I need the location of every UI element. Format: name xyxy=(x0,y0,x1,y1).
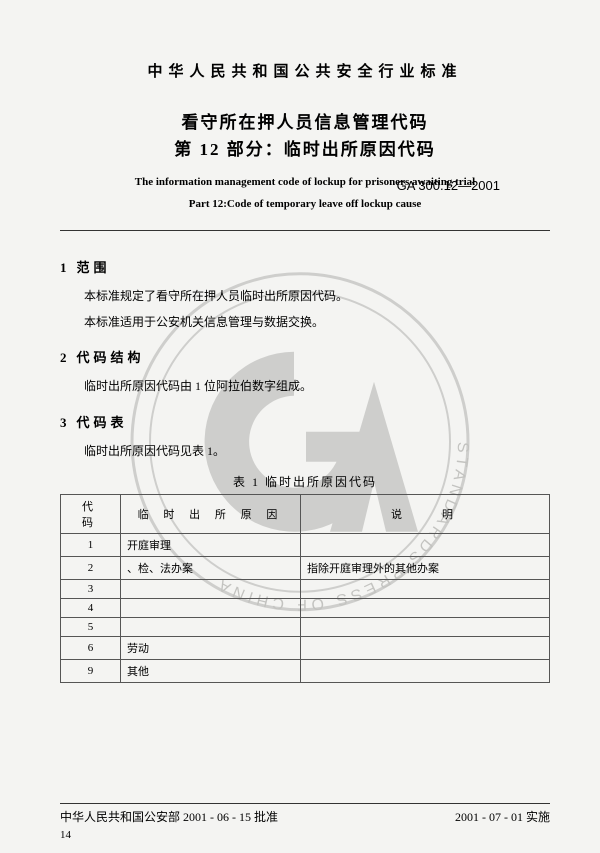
divider xyxy=(60,230,550,231)
document-page: STANDARDS PRESS OF CHINA 中华人民共和国公共安全行业标准… xyxy=(0,0,600,853)
table-row: 2、检、法办案指除开庭审理外的其他办案 xyxy=(61,556,550,579)
section-1-title: 范围 xyxy=(77,260,111,275)
footer-left: 中华人民共和国公安部 2001 - 06 - 15 批准 xyxy=(60,808,278,825)
page-footer: 中华人民共和国公安部 2001 - 06 - 15 批准 2001 - 07 -… xyxy=(60,803,550,825)
table-row: 1开庭审理 xyxy=(61,533,550,556)
col-header-reason: 临 时 出 所 原 因 xyxy=(121,494,301,533)
table-row: 4 xyxy=(61,598,550,617)
section-3-heading: 3 代码表 xyxy=(60,412,550,431)
section-2-num: 2 xyxy=(60,350,67,365)
page-number: 14 xyxy=(60,829,71,841)
col-header-note: 说 明 xyxy=(301,494,550,533)
table-body: 1开庭审理 2、检、法办案指除开庭审理外的其他办案 3 4 5 6劳动 9其他 xyxy=(61,533,550,682)
table-row: 5 xyxy=(61,617,550,636)
table-row: 3 xyxy=(61,579,550,598)
footer-right: 2001 - 07 - 01 实施 xyxy=(455,808,550,825)
col-header-code: 代 码 xyxy=(61,494,121,533)
table-row: 9其他 xyxy=(61,659,550,682)
table-row: 6劳动 xyxy=(61,636,550,659)
standard-code: GA 300.12—2001 xyxy=(397,178,500,193)
page-content: 中华人民共和国公共安全行业标准 看守所在押人员信息管理代码 第 12 部分：临时… xyxy=(60,60,550,683)
section-3-p1: 临时出所原因代码见表 1。 xyxy=(84,441,550,463)
section-2-title: 代码结构 xyxy=(77,350,145,365)
code-table: 代 码 临 时 出 所 原 因 说 明 1开庭审理 2、检、法办案指除开庭审理外… xyxy=(60,494,550,683)
section-1-num: 1 xyxy=(60,260,67,275)
section-1-heading: 1 范围 xyxy=(60,257,550,276)
main-title: 看守所在押人员信息管理代码 xyxy=(60,109,550,136)
org-title: 中华人民共和国公共安全行业标准 xyxy=(60,60,550,81)
section-3-title: 代码表 xyxy=(77,415,128,430)
section-2-heading: 2 代码结构 xyxy=(60,347,550,366)
sub-title: 第 12 部分：临时出所原因代码 xyxy=(60,136,550,163)
section-1-p2: 本标准适用于公安机关信息管理与数据交换。 xyxy=(84,312,550,334)
table-caption: 表 1 临时出所原因代码 xyxy=(60,473,550,490)
section-2-p1: 临时出所原因代码由 1 位阿拉伯数字组成。 xyxy=(84,376,550,398)
table-header-row: 代 码 临 时 出 所 原 因 说 明 xyxy=(61,494,550,533)
section-1-p1: 本标准规定了看守所在押人员临时出所原因代码。 xyxy=(84,286,550,308)
section-3-num: 3 xyxy=(60,415,67,430)
en-subtitle: Part 12:Code of temporary leave off lock… xyxy=(60,197,550,212)
